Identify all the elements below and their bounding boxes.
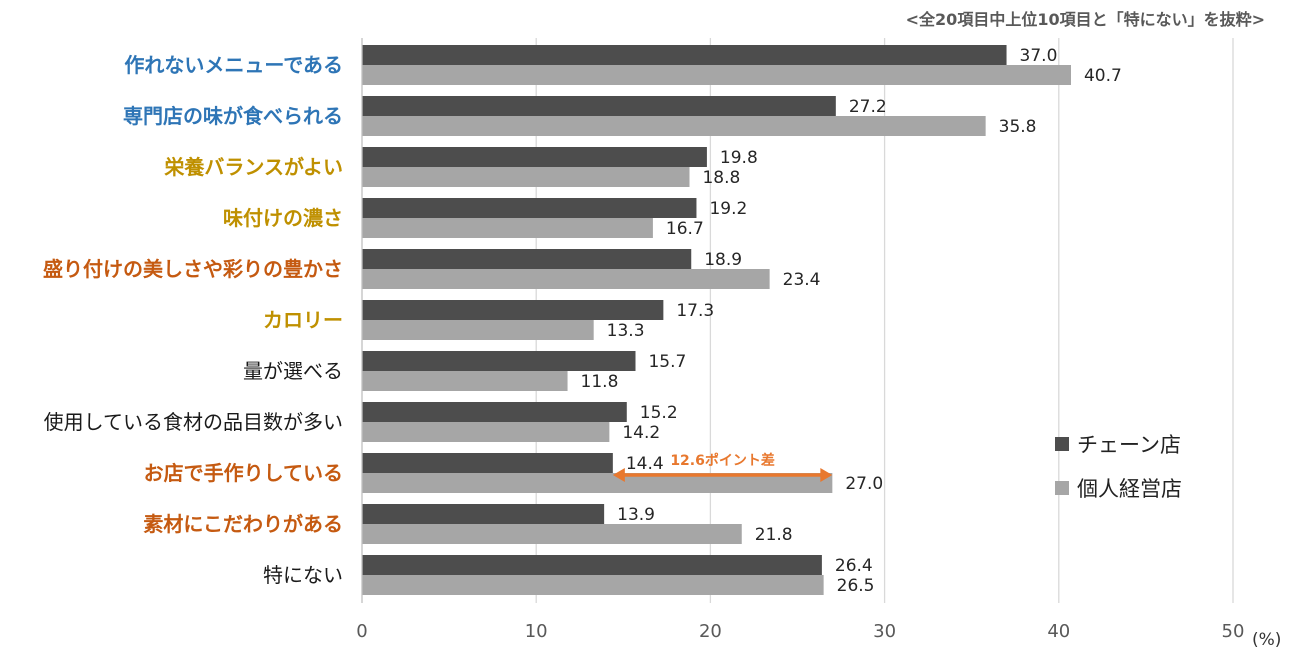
bar-independent <box>362 269 770 289</box>
data-label: 26.5 <box>837 576 875 596</box>
data-label: 37.0 <box>1020 46 1058 66</box>
category-label: 盛り付けの美しさや彩りの豊かさ <box>43 257 343 281</box>
data-label: 19.2 <box>709 199 747 219</box>
data-label: 14.4 <box>626 454 664 474</box>
legend: チェーン店 個人経営店 <box>1055 422 1182 510</box>
legend-item-independent: 個人経営店 <box>1055 466 1182 510</box>
data-label: 26.4 <box>835 556 873 576</box>
data-label: 18.8 <box>702 168 740 188</box>
legend-label-independent: 個人経営店 <box>1077 477 1182 501</box>
data-label: 23.4 <box>783 270 821 290</box>
data-label: 19.8 <box>720 148 758 168</box>
data-label: 27.0 <box>845 474 883 494</box>
category-label: 特にない <box>263 563 343 587</box>
x-tick-label: 50 <box>1222 621 1245 642</box>
bar-chain <box>362 402 627 422</box>
x-tick-label: 0 <box>356 621 367 642</box>
category-label: 素材にこだわりがある <box>143 512 343 536</box>
data-label: 21.8 <box>755 525 793 545</box>
bar-independent <box>362 218 653 238</box>
chart-note: <全20項目中上位10項目と「特にない」を抜粋> <box>905 10 1265 29</box>
data-label: 13.9 <box>617 505 655 525</box>
category-label: 専門店の味が食べられる <box>123 104 343 128</box>
bar-independent <box>362 524 742 544</box>
legend-swatch-chain <box>1055 437 1069 451</box>
bar-chain <box>362 198 697 218</box>
legend-item-chain: チェーン店 <box>1055 422 1182 466</box>
annotation-arrow-head-left <box>612 468 625 482</box>
category-label: 栄養バランスがよい <box>163 155 343 179</box>
data-label: 15.2 <box>640 403 678 423</box>
data-label: 14.2 <box>622 423 660 443</box>
bar-chain <box>362 249 692 269</box>
data-label: 18.9 <box>704 250 742 270</box>
bar-independent <box>362 320 594 340</box>
x-tick-label: 20 <box>699 621 722 642</box>
bar-independent <box>362 473 833 493</box>
data-label: 35.8 <box>999 117 1037 137</box>
category-label: 味付けの濃さ <box>223 206 343 230</box>
data-label: 40.7 <box>1084 66 1122 86</box>
x-tick-label: 40 <box>1047 621 1070 642</box>
bar-independent <box>362 371 568 391</box>
legend-swatch-independent <box>1055 481 1069 495</box>
bar-chain <box>362 555 822 575</box>
category-label: 作れないメニューである <box>124 53 343 77</box>
legend-label-chain: チェーン店 <box>1077 433 1181 457</box>
category-label: 量が選べる <box>243 359 343 383</box>
data-label: 27.2 <box>849 97 887 117</box>
bar-chain <box>362 351 636 371</box>
x-tick-label: 10 <box>525 621 548 642</box>
bar-chain <box>362 300 664 320</box>
bar-independent <box>362 575 824 595</box>
data-label: 16.7 <box>666 219 704 239</box>
annotation-arrow-head-right <box>820 468 833 482</box>
bar-independent <box>362 65 1071 85</box>
bar-chain <box>362 453 613 473</box>
x-tick-label: 30 <box>873 621 896 642</box>
data-label: 11.8 <box>581 372 619 392</box>
category-label: カロリー <box>263 308 343 332</box>
axis-unit: (%) <box>1252 630 1282 650</box>
bar-chain <box>362 147 707 167</box>
bar-chain <box>362 96 836 116</box>
data-label: 15.7 <box>648 352 686 372</box>
category-label: お店で手作りしている <box>144 461 343 485</box>
bar-independent <box>362 422 610 442</box>
bar-chain <box>362 45 1007 65</box>
bar-independent <box>362 116 986 136</box>
data-label: 13.3 <box>607 321 645 341</box>
annotation-label: 12.6ポイント差 <box>670 452 775 469</box>
bar-chain <box>362 504 605 524</box>
data-label: 17.3 <box>676 301 714 321</box>
category-label: 使用している食材の品目数が多い <box>44 410 343 434</box>
bar-independent <box>362 167 690 187</box>
